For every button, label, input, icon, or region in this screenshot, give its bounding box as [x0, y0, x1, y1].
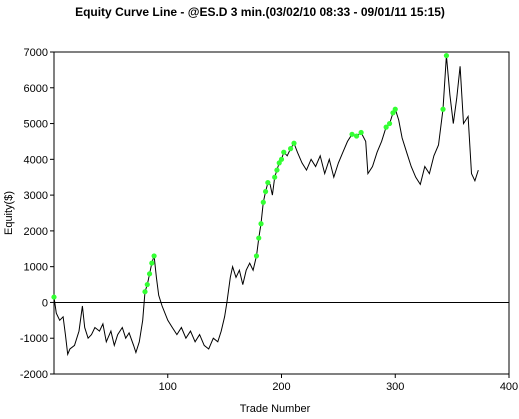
new-high-point: [144, 281, 150, 288]
new-high-point: [256, 235, 262, 241]
new-high-point: [51, 294, 57, 300]
new-high-point: [349, 131, 355, 137]
new-high-point: [278, 156, 285, 162]
new-high-point: [443, 52, 450, 59]
y-tick-label: -2000: [20, 369, 48, 381]
x-axis: 100 200 300 400: [159, 374, 518, 393]
new-high-point: [274, 167, 280, 173]
x-tick-label: 400: [500, 381, 518, 393]
y-tick-label: 2000: [24, 226, 48, 238]
new-high-point: [149, 260, 155, 266]
x-tick-label: 100: [159, 381, 177, 393]
plot-frame: [53, 51, 510, 375]
new-high-point: [142, 289, 148, 295]
new-high-point: [353, 133, 360, 139]
y-tick-label: 4000: [24, 154, 48, 166]
y-tick-label: 7000: [24, 47, 48, 59]
chart-title: Equity Curve Line - @ES.D 3 min.(03/02/1…: [75, 5, 445, 19]
new-high-point: [151, 253, 157, 259]
new-high-point: [253, 253, 260, 259]
new-high-point: [265, 179, 271, 186]
new-high-point: [262, 188, 269, 195]
new-high-point: [383, 124, 389, 130]
new-high-point: [392, 106, 398, 112]
new-high-point: [288, 146, 294, 152]
new-high-point: [358, 129, 364, 136]
new-high-point: [146, 271, 153, 277]
x-axis-label: Trade Number: [240, 403, 311, 415]
new-high-point: [272, 174, 278, 180]
new-high-point: [281, 149, 287, 155]
new-high-point: [386, 120, 393, 127]
y-tick-label: 1000: [24, 262, 48, 274]
y-tick-label: 6000: [24, 83, 48, 95]
new-high-point: [260, 199, 266, 205]
x-tick-label: 200: [272, 381, 290, 393]
new-high-point: [291, 140, 297, 146]
y-tick-label: 5000: [24, 119, 48, 131]
new-high-point: [440, 106, 446, 112]
y-axis-label: Equity($): [3, 191, 15, 235]
y-tick-label: -1000: [20, 333, 48, 345]
y-tick-label: 3000: [24, 190, 48, 202]
y-axis: -2000 -1000 0 1000 2000 3000 4000 5000 6000 7000: [20, 47, 54, 381]
y-tick-label: 0: [42, 297, 48, 309]
new-high-point: [258, 221, 264, 227]
new-high-markers: [51, 52, 450, 300]
x-tick-label: 300: [386, 381, 404, 393]
